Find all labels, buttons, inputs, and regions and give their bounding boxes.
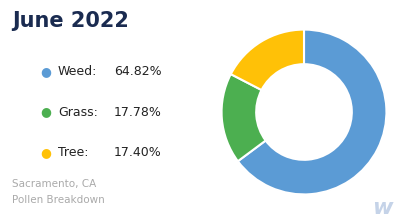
Text: ●: ● [40, 146, 52, 159]
Text: Tree:: Tree: [58, 146, 88, 159]
Text: Grass:: Grass: [58, 106, 98, 118]
Text: w: w [372, 198, 392, 218]
Wedge shape [231, 30, 304, 90]
Wedge shape [222, 74, 266, 161]
Text: Weed:: Weed: [58, 65, 97, 78]
Text: ●: ● [40, 106, 52, 118]
Text: 64.82%: 64.82% [114, 65, 162, 78]
Text: ●: ● [40, 65, 52, 78]
Text: 17.40%: 17.40% [114, 146, 162, 159]
Text: 17.78%: 17.78% [114, 106, 162, 118]
Text: June 2022: June 2022 [12, 11, 129, 31]
Wedge shape [238, 30, 386, 194]
Text: Sacramento, CA
Pollen Breakdown: Sacramento, CA Pollen Breakdown [12, 179, 105, 205]
